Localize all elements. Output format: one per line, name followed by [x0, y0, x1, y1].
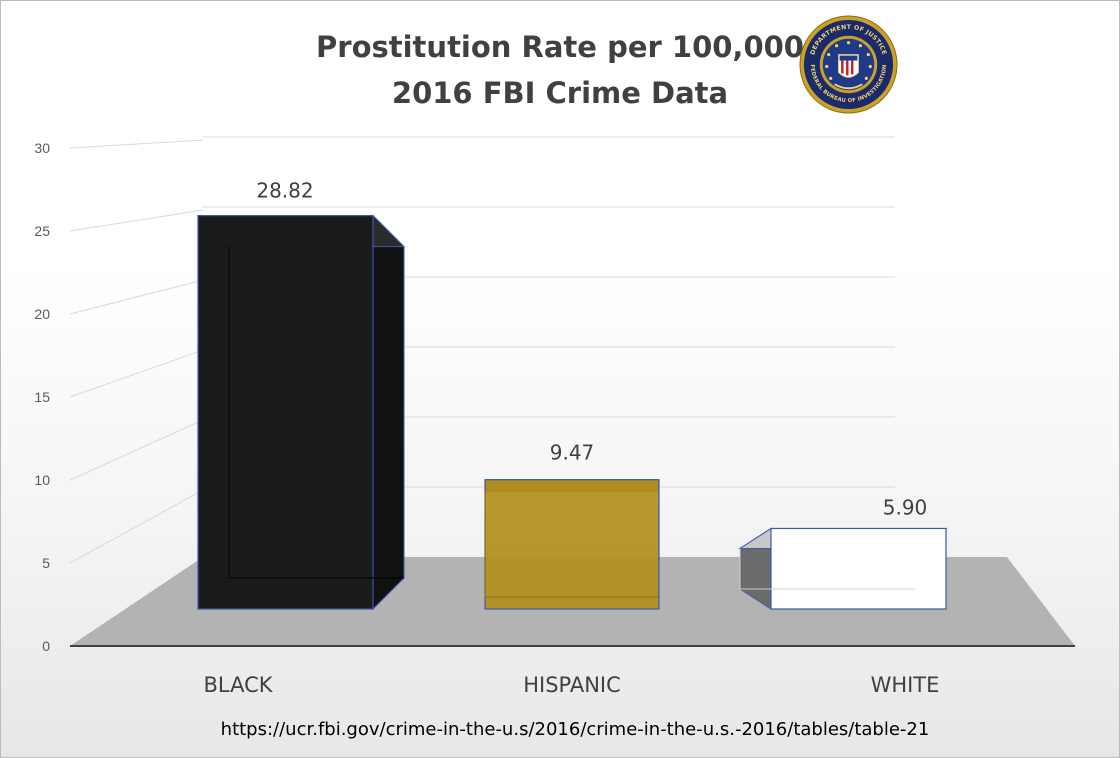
data-label: 5.90	[883, 495, 928, 519]
side-gridline	[69, 419, 204, 481]
bar-front	[770, 527, 947, 610]
y-tick-label: 10	[34, 472, 50, 488]
y-axis-ticks: 0 5 10 15 20 25 30	[34, 140, 50, 654]
chart-title-line2: 2016 FBI Crime Data	[391, 76, 729, 110]
category-label: HISPANIC	[523, 673, 621, 697]
y-tick-label: 20	[34, 306, 50, 322]
chart-title-line1: Prostitution Rate per 100,000	[316, 30, 804, 64]
bar	[196, 214, 406, 611]
bar-inner-edge	[484, 491, 659, 598]
y-tick-label: 5	[42, 555, 50, 571]
bar-inner-edge	[228, 246, 404, 579]
category-labels: BLACK HISPANIC WHITE	[203, 673, 939, 697]
side-gridline	[69, 489, 204, 564]
y-tick-label: 25	[34, 223, 50, 239]
side-gridline	[69, 139, 204, 149]
category-label: BLACK	[203, 673, 273, 697]
bar-front	[484, 479, 660, 610]
bars	[196, 214, 948, 611]
data-label: 9.47	[550, 441, 595, 465]
source-url: https://ucr.fbi.gov/crime-in-the-u.s/201…	[220, 719, 930, 740]
y-tick-label: 15	[34, 389, 50, 405]
fbi-seal-logo: DEPARTMENT OF JUSTICE FEDERAL BUREAU OF …	[799, 15, 898, 114]
side-gridline	[69, 349, 204, 398]
data-label: 28.82	[256, 179, 313, 203]
bar	[484, 479, 660, 610]
category-label: WHITE	[871, 673, 940, 697]
y-tick-label: 30	[34, 140, 50, 156]
bar-side	[372, 214, 405, 611]
side-gridline	[69, 279, 204, 315]
y-tick-label: 0	[42, 638, 50, 654]
bar-inner-edge	[739, 548, 915, 590]
side-gridline	[69, 209, 204, 232]
data-labels: 28.82 9.47 5.90	[256, 179, 927, 520]
bar	[738, 527, 948, 610]
bar-front	[197, 215, 374, 610]
chart-title: Prostitution Rate per 100,000 2016 FBI C…	[300, 24, 820, 116]
side-gridlines	[69, 139, 204, 564]
